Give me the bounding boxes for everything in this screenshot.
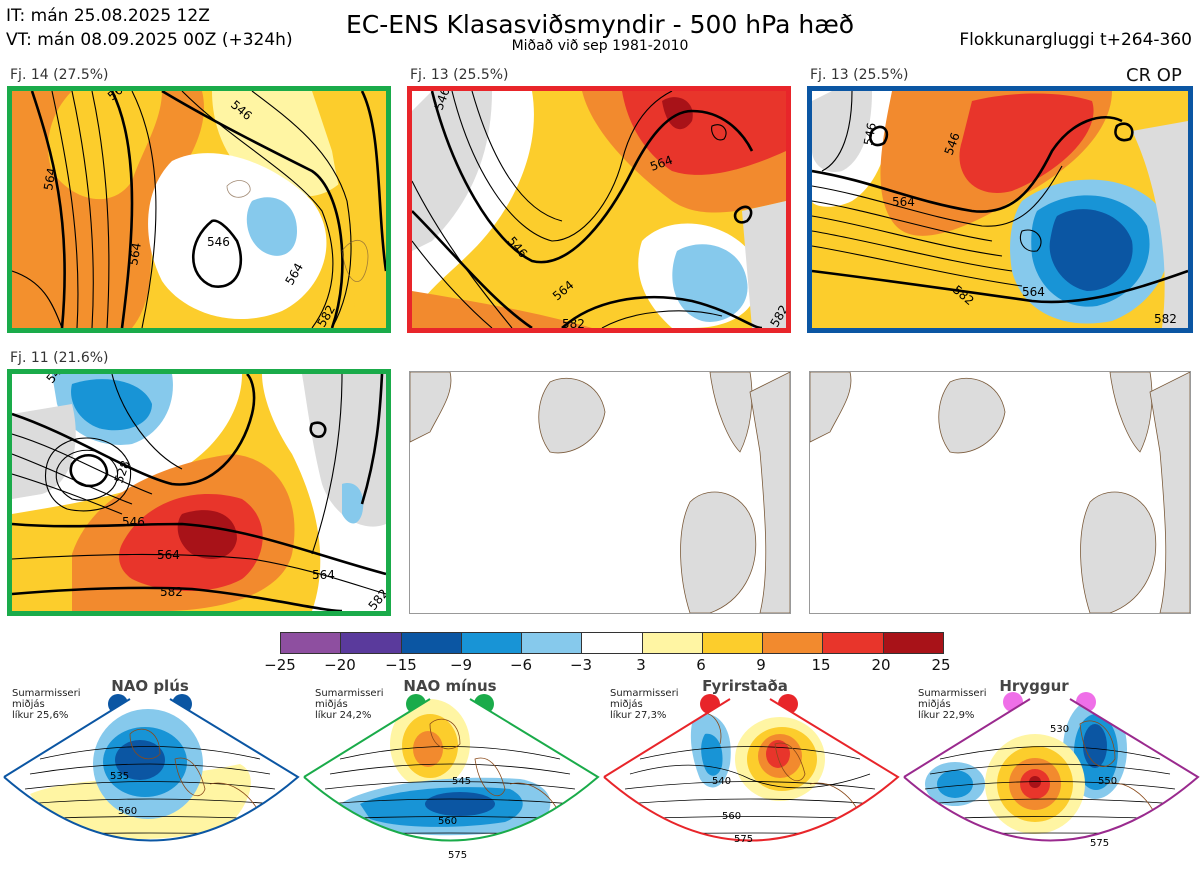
regime-name: Hryggur [999, 677, 1069, 695]
regime-season: Sumarmisseri [610, 688, 679, 699]
issue-time: IT: mán 25.08.2025 12Z [6, 6, 210, 26]
regime-level: miðjás [12, 699, 45, 710]
panel-4-label: Fj. 11 (21.6%) [10, 350, 109, 366]
colorbar-swatch [883, 633, 943, 653]
regime-name: Fyrirstaða [702, 677, 788, 695]
cluster-map-1[interactable]: 564 546 564 546 564 582 564 [7, 86, 391, 333]
control-run-label: CR OP [1126, 65, 1182, 86]
colorbar-swatch [763, 633, 824, 653]
colorbar-tick: 3 [636, 656, 646, 674]
regime-nao-plus[interactable]: Sumarmisseri miðjás líkur 25,6% NAO plús [0, 674, 300, 871]
svg-text:564: 564 [1022, 285, 1045, 299]
regime-name: NAO plús [111, 677, 189, 695]
empty-map-2 [809, 371, 1191, 614]
empty-map-1 [409, 371, 791, 614]
colorbar-swatch [461, 633, 523, 653]
regime-probability: líkur 24,2% [315, 710, 372, 721]
colorbar-swatch [823, 633, 884, 653]
svg-text:546: 546 [122, 515, 145, 529]
svg-text:582: 582 [562, 317, 585, 328]
colorbar-tick: 20 [871, 656, 891, 674]
svg-text:560: 560 [438, 816, 457, 827]
svg-text:564: 564 [312, 568, 335, 582]
svg-text:535: 535 [110, 771, 129, 782]
svg-text:546: 546 [44, 374, 69, 386]
colorbar-tick: −25 [264, 656, 296, 674]
colorbar-tick: 6 [696, 656, 706, 674]
classification-window: Flokkunargluggi t+264-360 [959, 30, 1192, 50]
regime-ridge[interactable]: Sumarmisseri miðjás líkur 22,9% Hryggur [900, 674, 1200, 871]
regime-level: miðjás [610, 699, 643, 710]
svg-text:546: 546 [207, 235, 230, 249]
regime-season: Sumarmisseri [12, 688, 81, 699]
page-title: EC-ENS Klasasviðsmyndir - 500 hPa hæð [345, 10, 855, 39]
svg-text:564: 564 [126, 242, 144, 267]
page-subtitle: Miðað við sep 1981-2010 [511, 38, 689, 54]
cluster-map-2[interactable]: 546 564 546 564 582 582 [407, 86, 791, 333]
colorbar-swatch [401, 633, 462, 653]
colorbar-tick: −9 [449, 656, 473, 674]
colorbar-swatch [281, 633, 342, 653]
colorbar-tick: 9 [756, 656, 766, 674]
regime-season: Sumarmisseri [918, 688, 987, 699]
colorbar-tick: −3 [569, 656, 593, 674]
colorbar-swatch [702, 633, 764, 653]
regime-level: miðjás [315, 699, 348, 710]
svg-text:564: 564 [41, 167, 59, 192]
regime-blocking[interactable]: Sumarmisseri miðjás líkur 27,3% Fyrirsta… [600, 674, 900, 871]
colorbar-tick: −6 [509, 656, 533, 674]
regime-level: miðjás [918, 699, 951, 710]
valid-time: VT: mán 08.09.2025 00Z (+324h) [6, 30, 293, 50]
colorbar [280, 632, 944, 654]
colorbar-swatch [642, 633, 703, 653]
svg-text:545: 545 [452, 776, 471, 787]
svg-text:530: 530 [1050, 724, 1069, 735]
svg-text:575: 575 [1090, 838, 1109, 849]
cluster-map-3[interactable]: 546 564 546 582 564 582 [807, 86, 1193, 333]
panel-3-label: Fj. 13 (25.5%) [810, 67, 909, 83]
svg-text:564: 564 [157, 548, 180, 562]
svg-text:575: 575 [448, 850, 467, 861]
svg-text:582: 582 [160, 585, 183, 599]
svg-text:575: 575 [734, 834, 753, 845]
panel-2-label: Fj. 13 (25.5%) [410, 67, 509, 83]
regime-probability: líkur 22,9% [918, 710, 975, 721]
regime-name: NAO mínus [403, 677, 497, 695]
svg-text:564: 564 [892, 195, 915, 209]
regime-probability: líkur 25,6% [12, 710, 69, 721]
svg-text:560: 560 [722, 811, 741, 822]
svg-text:550: 550 [1098, 776, 1117, 787]
colorbar-tick: −15 [385, 656, 417, 674]
cluster-map-4[interactable]: 546 528 546 564 582 564 582 [7, 369, 391, 616]
svg-text:582: 582 [1154, 312, 1177, 326]
svg-text:560: 560 [118, 806, 137, 817]
colorbar-tick: 25 [931, 656, 951, 674]
colorbar-tick: 15 [811, 656, 831, 674]
colorbar-swatch [341, 633, 402, 653]
regime-nao-minus[interactable]: Sumarmisseri miðjás líkur 24,2% NAO mínu… [300, 674, 600, 871]
colorbar-swatch [522, 633, 583, 653]
colorbar-tick: −20 [324, 656, 356, 674]
regime-probability: líkur 27,3% [610, 710, 667, 721]
svg-text:540: 540 [712, 776, 731, 787]
panel-1-label: Fj. 14 (27.5%) [10, 67, 109, 83]
colorbar-swatch [582, 633, 643, 653]
regime-season: Sumarmisseri [315, 688, 384, 699]
svg-text:546: 546 [861, 122, 879, 147]
